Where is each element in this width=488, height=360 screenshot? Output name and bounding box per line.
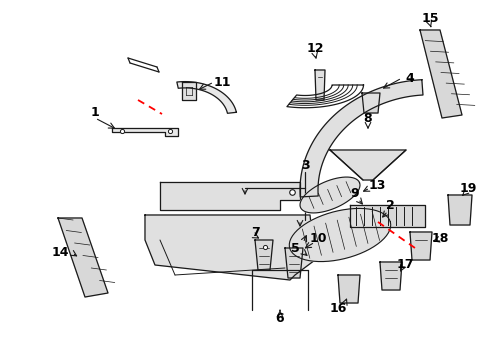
Text: 11: 11: [213, 76, 230, 89]
Text: 5: 5: [290, 242, 299, 255]
Polygon shape: [314, 70, 325, 100]
Polygon shape: [409, 232, 431, 260]
Text: 14: 14: [51, 247, 69, 260]
Polygon shape: [300, 80, 422, 197]
Text: 2: 2: [385, 198, 393, 212]
Text: 7: 7: [250, 225, 259, 239]
Polygon shape: [112, 128, 178, 136]
Text: 18: 18: [430, 231, 448, 244]
Polygon shape: [419, 30, 461, 118]
Text: 8: 8: [363, 112, 371, 125]
Text: 12: 12: [305, 41, 323, 54]
Polygon shape: [289, 208, 390, 261]
Polygon shape: [379, 262, 401, 290]
Polygon shape: [254, 240, 272, 270]
Text: 17: 17: [395, 258, 413, 271]
Polygon shape: [177, 82, 236, 113]
Polygon shape: [349, 205, 424, 227]
Text: 16: 16: [328, 302, 346, 315]
Text: 13: 13: [367, 179, 385, 192]
Text: 15: 15: [420, 12, 438, 24]
Text: 6: 6: [275, 311, 284, 324]
Polygon shape: [361, 93, 379, 113]
Text: 9: 9: [350, 186, 359, 199]
Polygon shape: [300, 177, 359, 213]
Text: 10: 10: [308, 231, 326, 244]
Polygon shape: [329, 150, 405, 180]
Text: 4: 4: [405, 72, 413, 85]
Text: 1: 1: [90, 105, 99, 118]
Polygon shape: [145, 215, 314, 280]
Polygon shape: [447, 195, 471, 225]
Polygon shape: [285, 248, 303, 278]
Polygon shape: [182, 82, 196, 100]
Polygon shape: [160, 182, 299, 210]
Text: 19: 19: [458, 181, 476, 194]
Polygon shape: [58, 218, 108, 297]
Polygon shape: [337, 275, 359, 303]
Text: 3: 3: [300, 158, 309, 171]
